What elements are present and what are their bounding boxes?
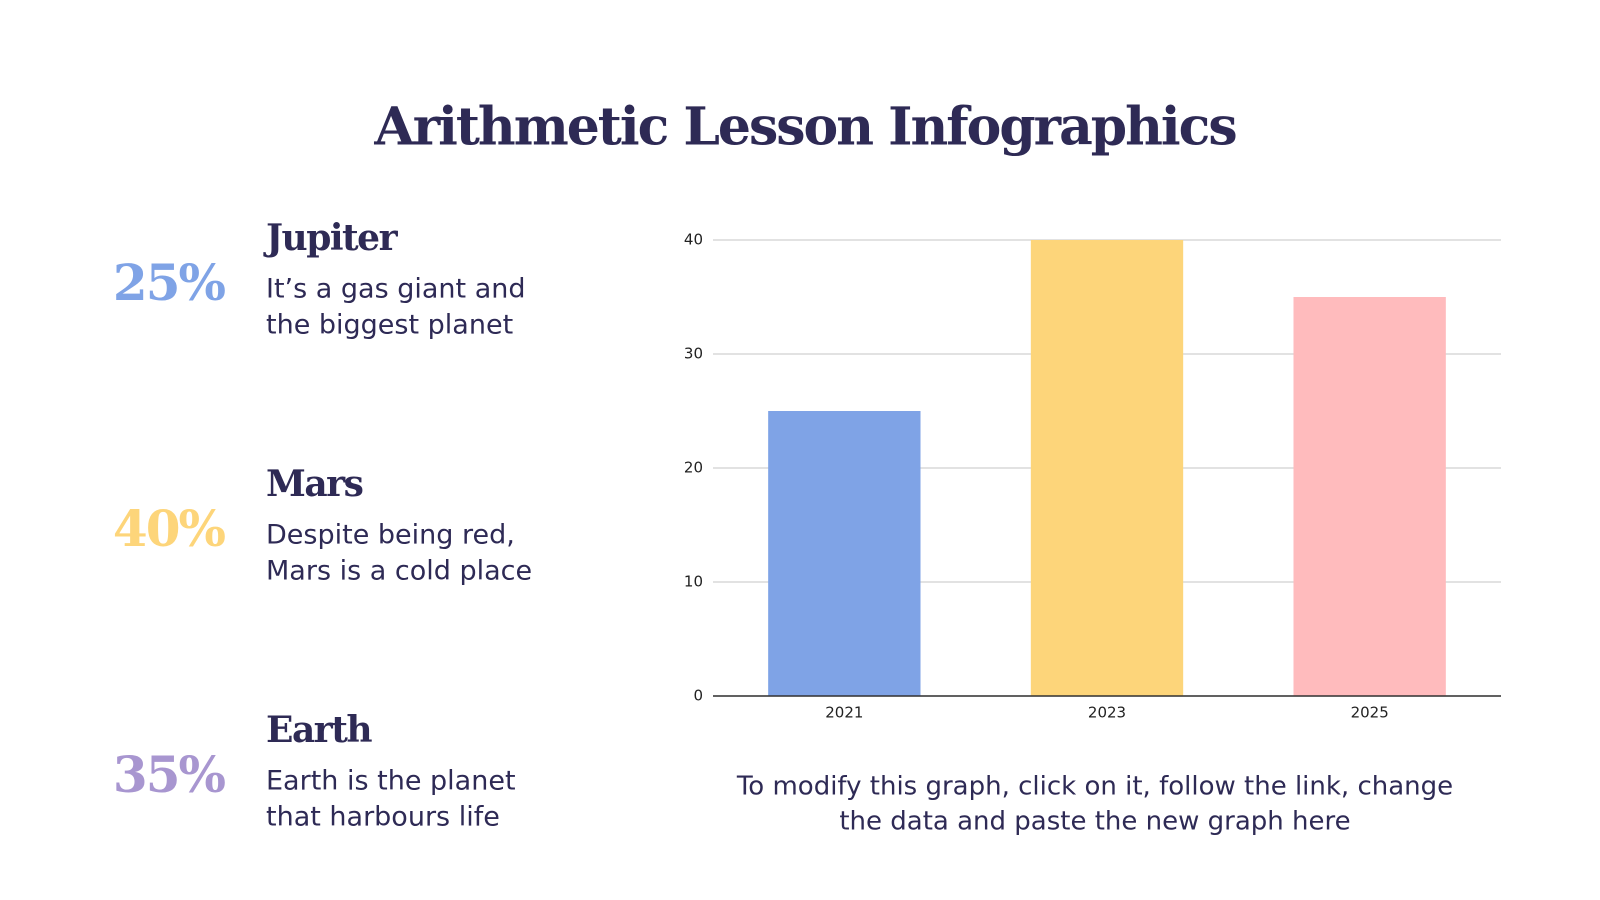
note: To modify this graph, click on it, follo… <box>736 772 1453 802</box>
item-description: Earth is the planet <box>266 766 516 797</box>
item-description: Mars is a cold place <box>266 556 532 587</box>
bar <box>1030 240 1184 696</box>
item-description: that harbours life <box>266 802 500 833</box>
item-name: Mars <box>266 463 363 505</box>
item-description: the biggest planet <box>266 310 513 341</box>
percent: 25% <box>113 253 226 312</box>
percent: 35% <box>113 745 226 804</box>
y-tick-label: 20 <box>684 459 703 477</box>
item-name: Earth <box>266 709 372 751</box>
note: the data and paste the new graph here <box>839 807 1350 837</box>
item-name: Jupiter <box>263 217 399 259</box>
y-tick-label: 10 <box>684 573 703 591</box>
x-tick-label: 2023 <box>1088 704 1126 722</box>
y-tick-label: 40 <box>684 231 703 249</box>
item-description: Despite being red, <box>266 520 515 551</box>
bar <box>768 411 921 696</box>
bar <box>1293 297 1446 696</box>
item-description: It’s a gas giant and <box>266 274 526 305</box>
x-tick-label: 2021 <box>825 704 863 722</box>
x-tick-label: 2025 <box>1351 704 1389 722</box>
y-tick-label: 30 <box>684 345 703 363</box>
percent: 40% <box>113 499 226 558</box>
y-tick-label: 0 <box>693 687 703 705</box>
title: Arithmetic Lesson Infographics <box>373 97 1236 158</box>
